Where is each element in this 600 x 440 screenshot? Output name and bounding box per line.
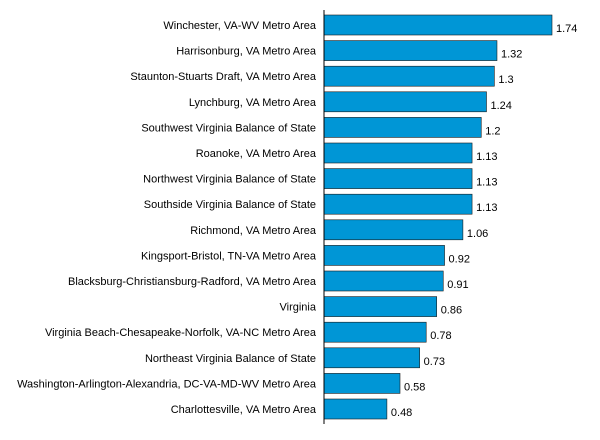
bar xyxy=(323,219,464,241)
value-label: 0.78 xyxy=(430,330,451,342)
value-label: 0.73 xyxy=(424,356,445,368)
value-label: 1.13 xyxy=(476,202,497,214)
value-label: 1.24 xyxy=(490,100,511,112)
category-label: Southside Virginia Balance of State xyxy=(144,199,316,211)
value-label: 1.3 xyxy=(498,74,513,86)
category-label: Virginia xyxy=(280,302,317,314)
category-label: Northwest Virginia Balance of State xyxy=(143,174,316,186)
category-label: Charlottesville, VA Metro Area xyxy=(171,404,317,416)
category-label: Virginia Beach-Chesapeake-Norfolk, VA-NC… xyxy=(45,327,317,339)
bar xyxy=(323,270,444,292)
value-label: 0.86 xyxy=(441,305,462,317)
bar xyxy=(323,347,420,369)
category-label: Roanoke, VA Metro Area xyxy=(196,148,317,160)
category-label: Washington-Arlington-Alexandria, DC-VA-M… xyxy=(17,378,317,390)
value-label: 0.92 xyxy=(449,253,470,265)
bar xyxy=(323,65,495,87)
value-label: 1.06 xyxy=(467,228,488,240)
category-label: Blacksburg-Christiansburg-Radford, VA Me… xyxy=(68,276,317,288)
bar xyxy=(323,168,473,189)
bar xyxy=(323,398,388,420)
category-label: Richmond, VA Metro Area xyxy=(190,225,317,237)
category-label: Kingsport-Bristol, TN-VA Metro Area xyxy=(141,250,317,262)
bar xyxy=(323,193,473,215)
category-label: Winchester, VA-WV Metro Area xyxy=(163,20,317,32)
value-label: 0.91 xyxy=(447,279,468,291)
bar xyxy=(323,14,553,36)
value-label: 0.48 xyxy=(391,407,412,419)
value-labels: 1.74 1.32 1.3 1.24 1.2 1.13 1.13 1.13 1.06 0.92 0.… xyxy=(391,23,578,419)
bar xyxy=(323,245,445,266)
category-label: Northeast Virginia Balance of State xyxy=(145,353,316,365)
bar xyxy=(323,40,498,61)
value-label: 1.13 xyxy=(476,151,497,163)
value-label: 1.13 xyxy=(476,177,497,189)
value-label: 1.32 xyxy=(501,49,522,61)
bar xyxy=(323,296,437,317)
bar xyxy=(323,117,482,138)
category-labels: Winchester, VA-WV Metro Area Harrisonburg… xyxy=(17,20,317,416)
value-label: 1.2 xyxy=(485,125,500,137)
category-label: Staunton-Stuarts Draft, VA Metro Area xyxy=(130,71,317,83)
bar xyxy=(323,142,473,164)
category-label: Lynchburg, VA Metro Area xyxy=(189,97,317,109)
category-label: Southwest Virginia Balance of State xyxy=(141,122,316,134)
bar xyxy=(323,91,487,113)
value-label: 1.74 xyxy=(556,23,577,35)
category-label: Harrisonburg, VA Metro Area xyxy=(176,46,317,58)
value-label: 0.58 xyxy=(404,381,425,393)
bar xyxy=(323,373,401,394)
bar xyxy=(323,321,427,343)
